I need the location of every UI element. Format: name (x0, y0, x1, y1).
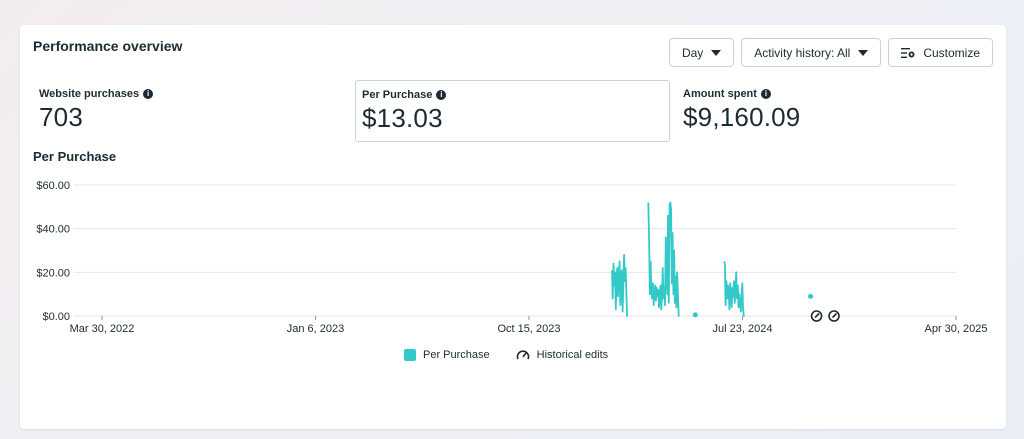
series-point (808, 293, 813, 299)
caret-down-icon (858, 49, 869, 56)
metric-label: Per Purchase (362, 89, 433, 101)
customize-icon (901, 47, 915, 58)
legend-label: Per Purchase (423, 349, 490, 361)
metric-label: Amount spent (683, 88, 757, 100)
metric-label-row: Amount spent i (683, 88, 981, 100)
x-tick-label: Jan 6, 2023 (287, 323, 345, 335)
chart-title: Per Purchase (33, 149, 117, 164)
legend-label: Historical edits (536, 349, 609, 361)
chart-legend: Per Purchase Historical edits (404, 349, 608, 361)
legend-swatch (404, 349, 416, 361)
per-purchase-chart: $0.00 $20.00 $40.00 $60.00 Mar 30, 2022 Jan 6… (36, 180, 988, 335)
page-title: Performance overview (33, 38, 183, 54)
metric-per-purchase[interactable]: Per Purchase i $13.03 (355, 80, 670, 142)
y-tick-label: $0.00 (42, 311, 70, 323)
gauge-icon (516, 350, 529, 360)
metric-value: $13.03 (362, 103, 443, 133)
metric-value: $9,160.09 (683, 102, 801, 132)
legend-item-historical-edits[interactable]: Historical edits (516, 349, 609, 361)
series-line (647, 201, 680, 317)
toolbar: Day Activity history: All Customize (668, 38, 993, 67)
activity-history-label: Activity history: All (754, 45, 851, 60)
metric-value: 703 (39, 102, 83, 132)
day-dropdown[interactable]: Day (668, 38, 735, 67)
metric-website-purchases[interactable]: Website purchases i 703 (33, 80, 353, 142)
series-point (692, 312, 698, 318)
metrics-row: Website purchases i 703 Per Purchase i $… (33, 80, 993, 142)
metric-label-row: Per Purchase i (362, 89, 663, 101)
customize-label: Customize (923, 45, 980, 60)
historical-edit-needle (831, 312, 838, 319)
performance-card: Performance overview Day Activity histor… (20, 25, 1006, 429)
legend-item-per-purchase[interactable]: Per Purchase (404, 349, 490, 361)
info-icon[interactable]: i (143, 89, 154, 99)
info-icon[interactable]: i (436, 90, 447, 100)
activity-history-dropdown[interactable]: Activity history: All (741, 38, 882, 67)
metric-label: Website purchases (39, 88, 140, 100)
series-line (611, 253, 628, 317)
series-line (723, 261, 745, 317)
y-tick-label: $20.00 (36, 267, 70, 279)
x-tick-label: Oct 15, 2023 (498, 323, 561, 335)
customize-button[interactable]: Customize (888, 38, 993, 67)
x-tick-label: Apr 30, 2025 (925, 323, 988, 335)
y-tick-label: $40.00 (36, 224, 70, 236)
caret-down-icon (711, 49, 722, 56)
y-tick-label: $60.00 (36, 180, 70, 192)
metric-amount-spent[interactable]: Amount spent i $9,160.09 (677, 80, 987, 142)
metric-label-row: Website purchases i (39, 88, 347, 100)
historical-edit-needle (814, 312, 820, 319)
day-label: Day (681, 45, 704, 60)
x-tick-label: Jul 23, 2024 (713, 323, 773, 335)
info-icon[interactable]: i (760, 89, 771, 99)
x-tick-label: Mar 30, 2022 (70, 323, 135, 335)
